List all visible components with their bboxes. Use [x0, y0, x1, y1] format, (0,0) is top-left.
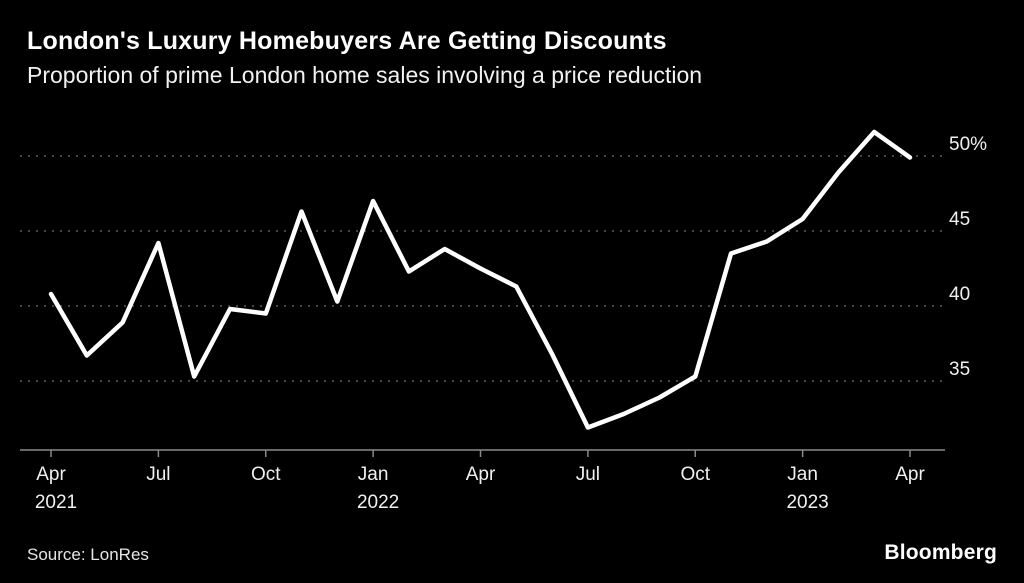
x-tick-label-Jan2022: Jan: [358, 464, 389, 485]
chart-footer: Source: LonRes Bloomberg: [27, 541, 997, 565]
x-tick-year-2023: 2023: [786, 492, 828, 513]
chart-subtitle: Proportion of prime London home sales in…: [27, 62, 703, 89]
x-tick-label-Apr: Apr: [466, 464, 496, 485]
source-label: Source: LonRes: [27, 545, 149, 564]
y-tick-label-40: 40: [949, 284, 970, 305]
bloomberg-logo: Bloomberg: [884, 541, 997, 564]
chart-header: London's Luxury Homebuyers Are Getting D…: [27, 26, 997, 90]
y-tick-label-50: 50%: [949, 134, 987, 155]
x-tick-label-Jul: Jul: [576, 464, 600, 485]
chart-title: London's Luxury Homebuyers Are Getting D…: [27, 27, 667, 55]
x-tick-label-Apr2021: Apr: [36, 464, 66, 485]
data-series-line: [48, 129, 913, 430]
x-tick-label-Jan2023: Jan: [787, 464, 818, 485]
y-tick-label-35: 35: [949, 359, 970, 380]
x-tick-label-Apr: Apr: [895, 464, 925, 485]
x-tick-label-Jul: Jul: [146, 464, 170, 485]
x-tick-label-Oct: Oct: [680, 464, 710, 485]
x-tick-year-2022: 2022: [357, 492, 399, 513]
x-tick-year-2021: 2021: [35, 492, 77, 513]
y-tick-label-45: 45: [949, 209, 970, 230]
x-tick-label-Oct: Oct: [251, 464, 281, 485]
